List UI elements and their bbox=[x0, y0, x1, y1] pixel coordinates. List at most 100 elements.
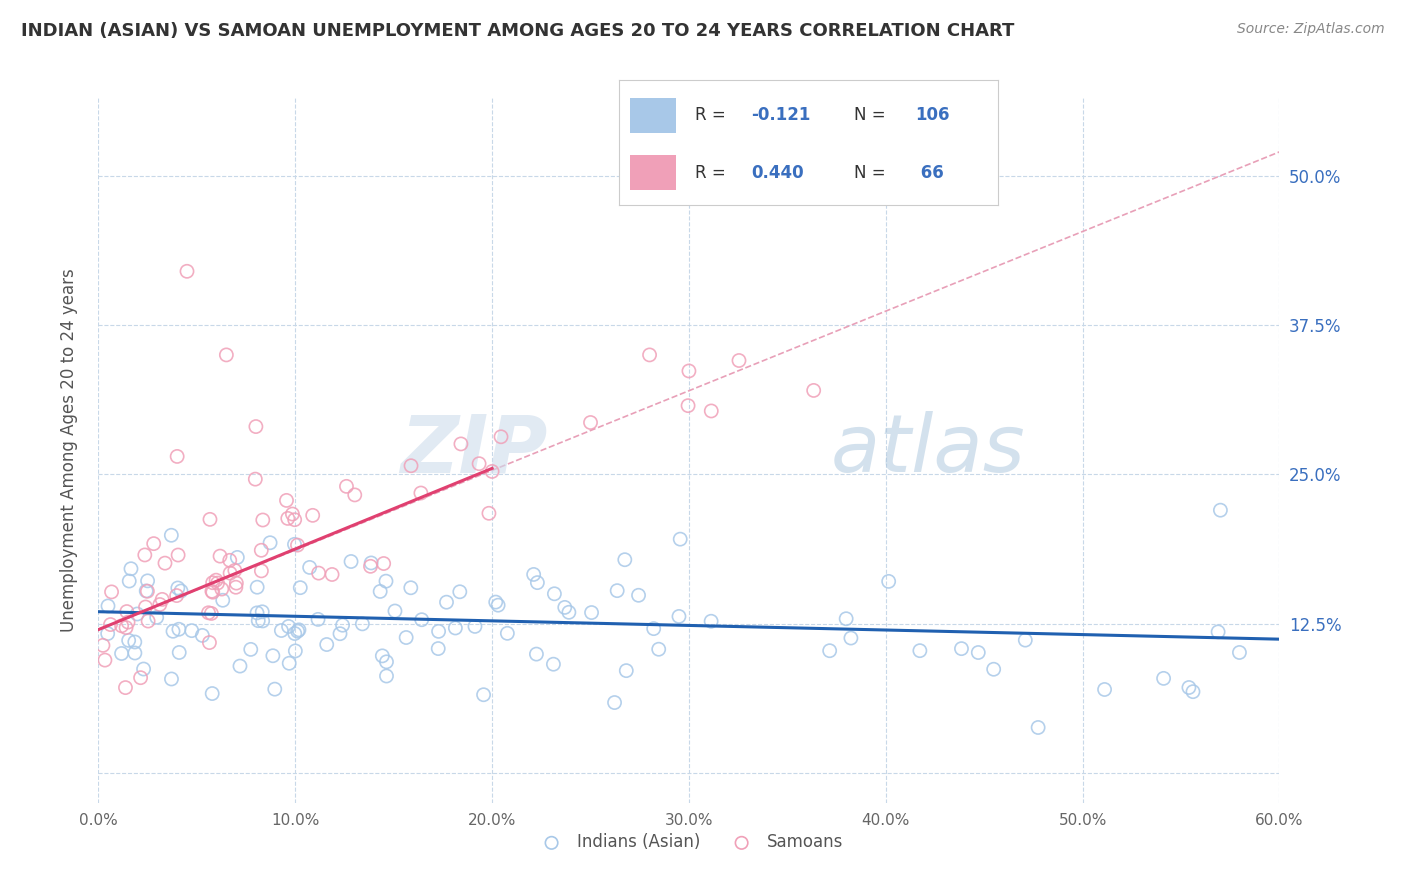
Point bbox=[160, 672, 183, 686]
Point bbox=[97, 626, 120, 640]
Point bbox=[226, 550, 249, 565]
Point bbox=[166, 581, 188, 595]
Point bbox=[100, 617, 122, 632]
Point bbox=[117, 615, 139, 629]
Text: atlas: atlas bbox=[831, 411, 1025, 490]
Point bbox=[201, 585, 224, 599]
Point bbox=[201, 687, 224, 701]
Point bbox=[558, 605, 581, 619]
Point bbox=[343, 488, 366, 502]
Point bbox=[229, 659, 252, 673]
Point bbox=[198, 635, 221, 649]
Text: INDIAN (ASIAN) VS SAMOAN UNEMPLOYMENT AMONG AGES 20 TO 24 YEARS CORRELATION CHAR: INDIAN (ASIAN) VS SAMOAN UNEMPLOYMENT AM… bbox=[21, 22, 1015, 40]
Text: R =: R = bbox=[695, 106, 731, 124]
Text: ZIP: ZIP bbox=[399, 411, 547, 490]
Point bbox=[252, 513, 274, 527]
Point bbox=[284, 626, 307, 640]
Point bbox=[360, 559, 382, 574]
Point bbox=[728, 353, 751, 368]
Point bbox=[132, 662, 155, 676]
Point bbox=[124, 646, 146, 660]
Point bbox=[219, 566, 242, 581]
Point bbox=[118, 574, 141, 588]
Point bbox=[678, 364, 700, 378]
Point bbox=[676, 399, 699, 413]
Point bbox=[176, 264, 198, 278]
Point bbox=[287, 624, 309, 639]
Point bbox=[170, 584, 193, 599]
Point bbox=[375, 574, 398, 589]
Point bbox=[197, 606, 219, 620]
Point bbox=[329, 626, 352, 640]
Point bbox=[198, 512, 221, 526]
Point bbox=[135, 600, 157, 615]
Point bbox=[1206, 624, 1229, 639]
Point bbox=[1153, 672, 1175, 686]
Point bbox=[124, 635, 146, 649]
Text: -0.121: -0.121 bbox=[751, 106, 811, 124]
Point bbox=[94, 653, 117, 667]
Point bbox=[288, 623, 311, 637]
Point bbox=[606, 583, 628, 598]
Legend: Indians (Asian), Samoans: Indians (Asian), Samoans bbox=[529, 827, 849, 858]
Point bbox=[638, 348, 661, 362]
Point bbox=[136, 614, 159, 628]
Point bbox=[839, 631, 862, 645]
Point bbox=[127, 607, 149, 621]
Point bbox=[803, 384, 825, 398]
Point bbox=[225, 576, 247, 591]
Y-axis label: Unemployment Among Ages 20 to 24 years: Unemployment Among Ages 20 to 24 years bbox=[59, 268, 77, 632]
Text: Source: ZipAtlas.com: Source: ZipAtlas.com bbox=[1237, 22, 1385, 37]
Point bbox=[150, 592, 173, 607]
Point bbox=[1094, 682, 1116, 697]
Point bbox=[287, 538, 309, 552]
Point bbox=[579, 416, 602, 430]
Point bbox=[120, 562, 142, 576]
Point bbox=[153, 556, 176, 570]
Point bbox=[450, 437, 472, 451]
Point bbox=[191, 628, 214, 642]
Point bbox=[375, 669, 398, 683]
Point bbox=[239, 642, 262, 657]
Point bbox=[444, 621, 467, 635]
Point bbox=[135, 583, 157, 598]
Point bbox=[211, 582, 233, 596]
Point bbox=[166, 589, 188, 603]
Point bbox=[246, 580, 269, 594]
Point bbox=[1209, 503, 1232, 517]
Point bbox=[115, 605, 138, 619]
Point bbox=[700, 614, 723, 628]
Point bbox=[276, 493, 298, 508]
Point bbox=[166, 450, 188, 464]
Point bbox=[384, 604, 406, 618]
Point bbox=[218, 553, 240, 567]
Point bbox=[950, 641, 973, 656]
Point bbox=[643, 622, 665, 636]
Point bbox=[478, 506, 501, 520]
Point bbox=[526, 575, 548, 590]
Point bbox=[167, 622, 190, 636]
Point bbox=[485, 595, 508, 609]
Point bbox=[352, 616, 374, 631]
Point bbox=[526, 647, 548, 661]
Text: R =: R = bbox=[695, 164, 731, 182]
Point bbox=[468, 457, 491, 471]
Point bbox=[1181, 684, 1204, 698]
Point bbox=[91, 638, 114, 652]
Point bbox=[835, 612, 858, 626]
Point bbox=[335, 479, 357, 493]
Point bbox=[201, 575, 224, 590]
Point bbox=[145, 610, 167, 624]
Point bbox=[167, 548, 190, 562]
Point bbox=[114, 681, 136, 695]
Point bbox=[543, 587, 565, 601]
Point bbox=[225, 580, 247, 594]
Point bbox=[315, 638, 337, 652]
Point bbox=[252, 605, 274, 619]
Point bbox=[481, 465, 503, 479]
Text: N =: N = bbox=[853, 106, 886, 124]
Text: 66: 66 bbox=[915, 164, 943, 182]
Point bbox=[100, 585, 122, 599]
Point bbox=[134, 548, 156, 562]
Point bbox=[877, 574, 900, 589]
